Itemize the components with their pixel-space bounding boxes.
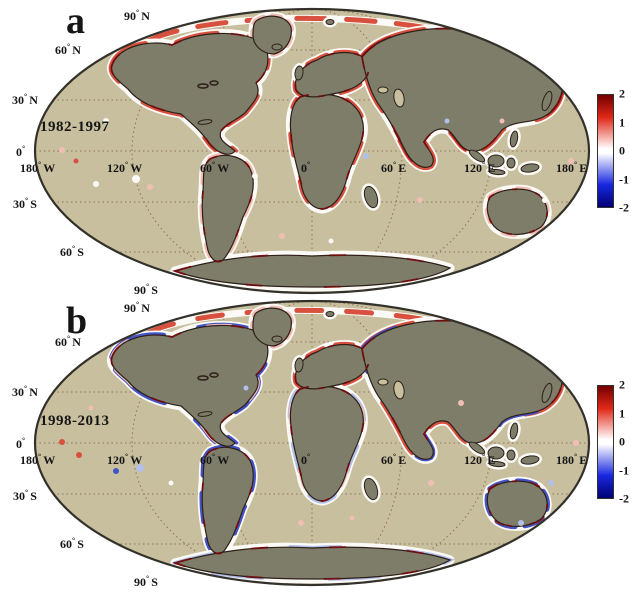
lon-label: 0° [301, 160, 311, 175]
map-panel-b: b 1998-2013 90° N 60° N 30° N 0° 30° S 60° S … [0, 292, 639, 593]
degree-symbol: ° [24, 92, 28, 101]
ocean-specks-b [59, 385, 579, 526]
colorbar-b: 2 1 0 -1 -2 [597, 378, 633, 504]
lat-label: 30° S [13, 196, 37, 211]
ocean-specks-a [59, 118, 574, 244]
colorbar-tick: 0 [619, 434, 625, 449]
lat-label: 60° S [60, 244, 84, 259]
colorbar-a: 2 1 0 -1 -2 [597, 87, 633, 213]
degree-symbol: ° [212, 160, 216, 169]
colorbar-tick: 2 [619, 86, 625, 101]
lon-label: 180° W [20, 160, 56, 175]
degree-symbol: ° [25, 196, 29, 205]
lat-label: 30° N [12, 384, 38, 399]
degree-symbol: ° [146, 282, 150, 291]
lon-label: 180° W [20, 452, 56, 467]
map-outline-a [33, 7, 591, 295]
degree-symbol: ° [125, 160, 129, 169]
world-map-a [33, 7, 591, 295]
lon-label: 120° E [464, 160, 496, 175]
panel-label-a: a [66, 0, 85, 42]
lon-label: 180° E [556, 160, 588, 175]
colorbar-tick: 2 [619, 377, 625, 392]
degree-symbol: ° [393, 160, 397, 169]
lon-label: 120° E [464, 452, 496, 467]
lat-label: 90° S [134, 282, 158, 297]
lat-label: 90° N [124, 8, 150, 23]
degree-symbol: ° [22, 144, 26, 153]
degree-symbol: ° [212, 452, 216, 461]
lat-label: 0° [16, 144, 26, 159]
degree-symbol: ° [72, 536, 76, 545]
lon-label: 120° W [107, 452, 143, 467]
period-label-a: 1982-1997 [40, 119, 110, 135]
coastline-accents-b [110, 319, 564, 580]
lat-label: 30° N [12, 92, 38, 107]
lon-label: 120° W [107, 160, 143, 175]
degree-symbol: ° [125, 452, 129, 461]
degree-symbol: ° [393, 452, 397, 461]
colorbar-tick: -1 [619, 462, 629, 477]
degree-symbol: ° [574, 452, 578, 461]
degree-symbol: ° [38, 160, 42, 169]
lat-label: 60° N [55, 42, 81, 57]
lon-label: 180° E [556, 452, 588, 467]
degree-symbol: ° [38, 452, 42, 461]
degree-symbol: ° [24, 384, 28, 393]
degree-symbol: ° [307, 452, 311, 461]
colorbar-tick: 0 [619, 143, 625, 158]
lon-label: 60° E [381, 160, 407, 175]
degree-symbol: ° [22, 436, 26, 445]
degree-symbol: ° [482, 452, 486, 461]
degree-symbol: ° [574, 160, 578, 169]
lat-label: 90° S [134, 574, 158, 589]
colorbar-tick: -1 [619, 171, 629, 186]
world-map-b [33, 299, 591, 587]
lat-label: 60° S [60, 536, 84, 551]
colorbar-gradient-a [597, 94, 614, 208]
lon-label: 60° W [200, 160, 230, 175]
degree-symbol: ° [136, 300, 140, 309]
colorbar-tick: -2 [619, 200, 629, 215]
degree-symbol: ° [136, 8, 140, 17]
lat-label: 60° N [55, 334, 81, 349]
coastline-accents-a [110, 27, 564, 288]
colorbar-tick: -2 [619, 491, 629, 506]
map-panel-a: a 1982-1997 90° N 60° N 30° N 0° 30° S 60° S … [12, 0, 633, 297]
colorbar-tick: 1 [619, 114, 625, 129]
map-outline-b [33, 299, 591, 587]
degree-symbol: ° [307, 160, 311, 169]
degree-symbol: ° [482, 160, 486, 169]
degree-symbol: ° [67, 334, 71, 343]
degree-symbol: ° [146, 574, 150, 583]
degree-symbol: ° [72, 244, 76, 253]
lon-label: 60° W [200, 452, 230, 467]
period-label-b: 1998-2013 [40, 413, 110, 429]
lat-label: 30° S [13, 488, 37, 503]
lon-label: 60° E [381, 452, 407, 467]
degree-symbol: ° [25, 488, 29, 497]
degree-symbol: ° [67, 42, 71, 51]
lon-label: 0° [301, 452, 311, 467]
colorbar-tick: 1 [619, 405, 625, 420]
lat-label: 90° N [124, 300, 150, 315]
panel-label-b: b [66, 300, 88, 342]
colorbar-gradient-b [597, 385, 614, 499]
lat-label: 0° [16, 436, 26, 451]
